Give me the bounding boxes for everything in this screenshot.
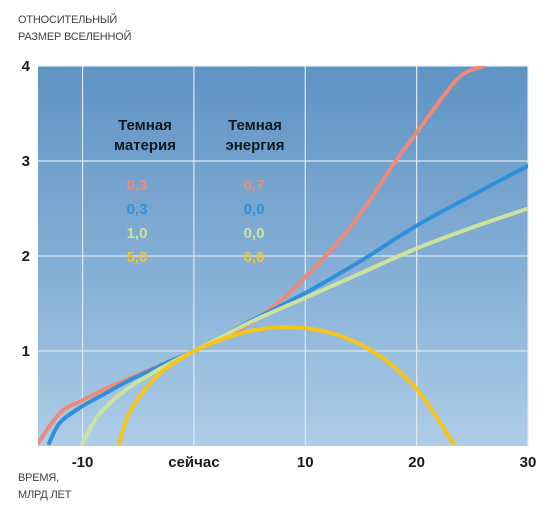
y-tick-label-1: 2 xyxy=(22,248,30,265)
legend-header-0-line-0: Темная xyxy=(118,117,172,134)
series-line-3 xyxy=(117,325,456,446)
tick-labels: -10 сейчас 10 20 30 1 2 3 4 xyxy=(22,58,537,471)
legend-energy-value-2: 0,0 xyxy=(244,225,265,242)
y-tick-label-0: 1 xyxy=(22,343,30,360)
x-axis-label: ВРЕМЯ, МЛРД ЛЕТ xyxy=(18,470,71,504)
legend-header-0-line-1: материя xyxy=(114,137,176,154)
legend-matter-value-2: 1,0 xyxy=(127,225,148,242)
y-axis-label-line-1: ОТНОСИТЕЛЬНЫЙ xyxy=(18,14,118,26)
legend-energy-value-0: 0,7 xyxy=(244,177,265,194)
x-axis-label-line-2: МЛРД ЛЕТ xyxy=(18,489,72,501)
legend-matter-value-0: 0,3 xyxy=(127,177,148,194)
legend-header-1-line-0: Темная xyxy=(228,117,282,134)
y-tick-label-3: 4 xyxy=(22,58,31,75)
y-axis-label: ОТНОСИТЕЛЬНЫЙ РАЗМЕР ВСЕЛЕННОЙ xyxy=(18,12,132,46)
legend-header-1-line-1: энергия xyxy=(225,137,284,154)
legend-matter-value-1: 0,3 xyxy=(127,201,148,218)
x-axis-label-line-1: ВРЕМЯ, xyxy=(18,472,59,484)
x-tick-label-2: 10 xyxy=(297,454,314,471)
x-tick-label-0: -10 xyxy=(72,454,94,471)
legend-matter-value-3: 5,0 xyxy=(127,249,148,266)
x-tick-label-3: 20 xyxy=(408,454,425,471)
series-lines xyxy=(38,66,528,446)
legend-energy-value-3: 0,0 xyxy=(244,249,265,266)
legend: Темная материя Темная энергия 0,3 0,7 0,3 0,0 1,… xyxy=(114,117,285,266)
x-tick-label-1: сейчас xyxy=(168,454,219,471)
x-tick-label-4: 30 xyxy=(520,454,537,471)
grid xyxy=(38,65,529,446)
y-axis-label-line-2: РАЗМЕР ВСЕЛЕННОЙ xyxy=(18,31,132,43)
legend-energy-value-1: 0,0 xyxy=(244,201,265,218)
y-tick-label-2: 3 xyxy=(22,153,30,170)
